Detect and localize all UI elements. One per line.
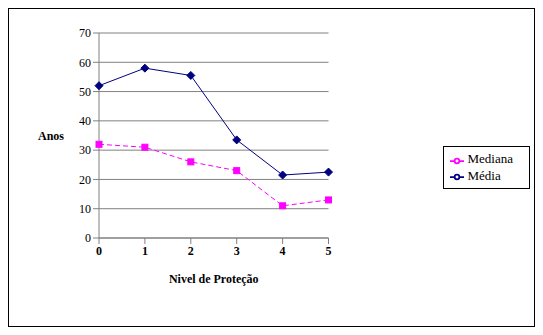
svg-text:Nivel de Proteção: Nivel de Proteção [169, 272, 259, 286]
svg-text:1: 1 [142, 244, 148, 258]
svg-text:60: 60 [79, 56, 91, 70]
svg-text:2: 2 [188, 244, 194, 258]
html-text:Média: Média [467, 167, 501, 183]
svg-text:10: 10 [79, 202, 91, 216]
svg-text:50: 50 [79, 85, 91, 99]
html-text:Mediana: Mediana [467, 151, 513, 167]
svg-text:4: 4 [280, 244, 286, 258]
svg-text:3: 3 [234, 244, 240, 258]
svg-text:40: 40 [79, 114, 91, 128]
svg-text:0: 0 [85, 231, 91, 245]
svg-text:20: 20 [79, 173, 91, 187]
svg-text:30: 30 [79, 143, 91, 157]
svg-text:Anos: Anos [38, 129, 64, 143]
svg-text:5: 5 [326, 244, 332, 258]
svg-text:70: 70 [79, 26, 91, 40]
svg-text:0: 0 [96, 244, 102, 258]
